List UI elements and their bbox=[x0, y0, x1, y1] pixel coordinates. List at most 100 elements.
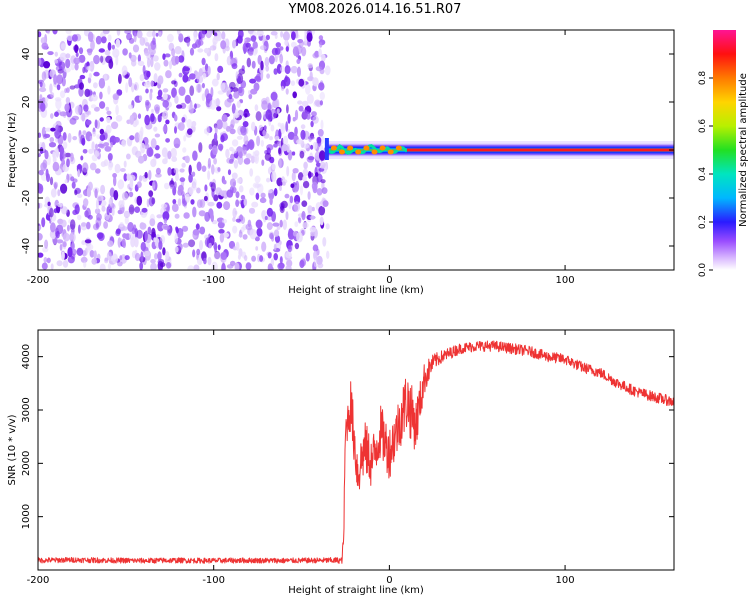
spectrogram-noise-blob bbox=[39, 87, 47, 93]
spectrogram-noise-blob bbox=[292, 185, 299, 193]
spectrogram-noise-blob bbox=[273, 253, 279, 261]
spectrogram-noise-blob bbox=[119, 222, 124, 228]
spectrogram-noise-blob bbox=[187, 265, 195, 270]
spectrogram-noise-blob bbox=[50, 222, 56, 233]
spectrogram-noise-blob bbox=[56, 260, 63, 267]
spectrogram-noise-blob bbox=[187, 128, 193, 136]
spectrogram-noise-blob bbox=[78, 224, 81, 234]
spectrogram-noise-blob bbox=[71, 181, 76, 189]
spectrogram-noise-blob bbox=[294, 126, 298, 136]
spectrogram-noise-blob bbox=[50, 263, 54, 270]
spectrogram-noise-blob bbox=[282, 181, 286, 186]
spectrogram-noise-blob bbox=[163, 218, 168, 224]
spectrogram-noise-blob bbox=[279, 219, 283, 228]
signal-band-node bbox=[363, 145, 370, 151]
spectrogram-noise-blob bbox=[221, 31, 226, 40]
spectrogram-noise-blob bbox=[140, 142, 146, 154]
spectrogram-noise-blob bbox=[256, 30, 264, 37]
spectrogram-noise-blob bbox=[41, 217, 46, 228]
spectrogram-noise-blob bbox=[178, 33, 184, 43]
spectrogram-noise-blob bbox=[137, 113, 142, 119]
spectrogram-noise-blob bbox=[89, 135, 93, 141]
spectrogram-noise-blob bbox=[324, 65, 331, 76]
spectrogram-noise-blob bbox=[184, 155, 190, 164]
spectrogram-noise-blob bbox=[266, 222, 273, 231]
spectrogram-noise-blob bbox=[96, 134, 101, 140]
spectrogram-noise-blob bbox=[153, 55, 159, 62]
spectrogram-noise-blob bbox=[284, 193, 290, 199]
spectrogram-noise-blob bbox=[253, 156, 258, 162]
spectrogram-noise-blob bbox=[213, 35, 220, 41]
spectrogram-noise-blob bbox=[95, 168, 101, 174]
spectrogram-noise-blob bbox=[139, 74, 145, 82]
spectrogram-noise-blob bbox=[154, 62, 161, 71]
spectrogram-noise-blob bbox=[221, 219, 228, 224]
spectrogram-noise-blob bbox=[274, 235, 281, 243]
spectrogram-noise-blob bbox=[86, 65, 92, 71]
spectrogram-noise-blob bbox=[296, 58, 301, 65]
spectrogram-noise-blob bbox=[277, 122, 282, 127]
spectrogram-noise-blob bbox=[104, 129, 110, 134]
spectrogram-noise-blob bbox=[223, 180, 227, 185]
spectrogram-noise-blob bbox=[242, 234, 248, 240]
spectrogram-noise-blob bbox=[213, 157, 218, 165]
signal-band-node bbox=[330, 145, 337, 151]
spectrogram-noise-blob bbox=[196, 161, 202, 172]
spectrogram-noise-blob bbox=[95, 199, 99, 210]
snr-series bbox=[38, 340, 674, 564]
spectrogram-noise-blob bbox=[86, 90, 93, 96]
spectrogram-noise-blob bbox=[128, 52, 132, 59]
spectrogram-noise-blob bbox=[238, 185, 244, 193]
colorbar: 0.0 0.2 0.4 0.6 0.8 Normalized spectral ampl… bbox=[698, 30, 749, 277]
spectrogram-noise-blob bbox=[38, 31, 42, 38]
spectrogram-noise-blob bbox=[121, 192, 129, 201]
spectrogram-noise-blob bbox=[287, 113, 291, 124]
spectrogram-noise-blob bbox=[245, 42, 251, 48]
spectrogram-noise-blob bbox=[220, 82, 226, 91]
spectrogram-noise-blob bbox=[259, 45, 267, 51]
spectrogram-noise-blob bbox=[237, 35, 243, 44]
spectrogram-noise-blob bbox=[124, 255, 130, 261]
spectrogram-noise-blob bbox=[174, 246, 179, 253]
spectrogram-noise-blob bbox=[143, 250, 151, 257]
spectrogram-noise-blob bbox=[203, 195, 208, 202]
spectrogram-noise-blob bbox=[61, 251, 65, 261]
spectrogram-noise-blob bbox=[66, 158, 70, 168]
spectrogram-noise-blob bbox=[117, 209, 123, 215]
spectrogram-noise-blob bbox=[207, 157, 211, 169]
spectrogram-noise-blob bbox=[183, 212, 190, 219]
spectrogram-noise-blob bbox=[125, 82, 129, 93]
signal-band-node bbox=[371, 149, 378, 155]
spectrogram-noise-blob bbox=[287, 229, 295, 240]
spectrogram-noise-blob bbox=[139, 37, 146, 46]
spectrogram-noise-blob bbox=[81, 240, 86, 246]
spectrogram-noise-blob bbox=[267, 252, 272, 259]
spectrogram-noise-blob bbox=[214, 32, 218, 37]
spectrogram-noise-blob bbox=[173, 137, 181, 149]
spectrogram-noise-blob bbox=[261, 241, 267, 252]
spectrogram-noise-blob bbox=[261, 100, 268, 111]
spectrogram-noise-blob bbox=[66, 34, 74, 41]
spectrogram-noise-blob bbox=[317, 262, 324, 269]
spectrogram-noise-blob bbox=[38, 252, 44, 258]
spectrogram-noise-blob bbox=[246, 57, 251, 68]
spectrogram-noise-blob bbox=[291, 151, 296, 156]
spectrogram-noise-blob bbox=[107, 133, 111, 144]
spectrogram-noise-blob bbox=[232, 207, 237, 219]
spectrogram-noise-blob bbox=[306, 93, 314, 105]
spectrogram-noise-blob bbox=[192, 249, 196, 258]
spectrogram-noise-blob bbox=[301, 46, 307, 57]
spectrogram-noise-blob bbox=[279, 185, 282, 192]
spectrogram-noise-blob bbox=[144, 81, 151, 88]
spectrogram-noise-blob bbox=[54, 148, 59, 153]
spectrogram-noise-blob bbox=[243, 134, 249, 146]
spectrogram-noise-blob bbox=[248, 207, 256, 214]
spectrogram-noise-blob bbox=[71, 34, 78, 42]
spectrogram-noise-blob bbox=[181, 116, 186, 123]
spectrogram-noise-blob bbox=[238, 151, 243, 159]
spectrogram-noise-blob bbox=[74, 204, 80, 215]
spectrogram-noise-blob bbox=[107, 153, 113, 161]
spectrogram-noise-blob bbox=[54, 111, 59, 117]
spectrogram-noise-blob bbox=[269, 197, 273, 206]
spectrogram-noise-blob bbox=[217, 65, 224, 73]
